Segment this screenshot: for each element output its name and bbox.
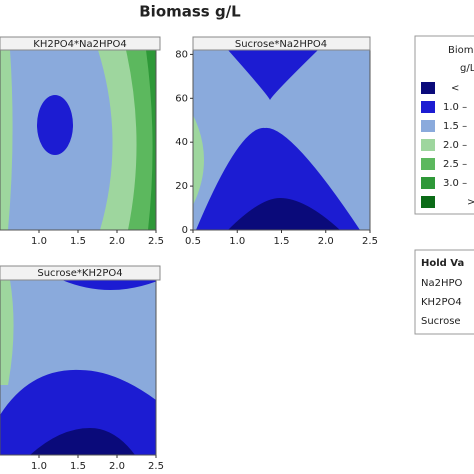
x-tick-label: 0.5 (185, 236, 201, 247)
chart-title: Biomass g/L (139, 3, 241, 21)
x-tick-label: 2.5 (148, 461, 164, 472)
y-tick-label: 0 (182, 225, 188, 236)
legend-label: > (467, 197, 474, 208)
hold-row: Sucrose (421, 316, 461, 327)
panel-title-box (192, 36, 371, 51)
panel-title: Sucrose*Na2HPO4 (235, 39, 327, 50)
legend-label: 3.0 – (443, 178, 467, 189)
panel-title: KH2PO4*Na2HPO4 (33, 39, 126, 50)
x-tick-label: 1.5 (274, 236, 290, 247)
x-tick-label: 2.0 (109, 236, 125, 247)
contour-panel (0, 280, 156, 455)
contour-region (146, 50, 156, 230)
panel-title-box (0, 36, 161, 51)
legend-label: < (451, 83, 459, 94)
contour-region (30, 428, 135, 455)
hold-row: Na2HPO (421, 278, 463, 289)
x-tick-label: 1.0 (31, 236, 47, 247)
contour-region (228, 50, 318, 100)
contour-region (193, 115, 204, 205)
legend-title: Biom (448, 45, 474, 56)
hold-row: KH2PO4 (421, 297, 462, 308)
panel-title: Sucrose*KH2PO4 (37, 268, 122, 279)
contour-panel (193, 50, 370, 230)
legend-swatch (421, 196, 435, 208)
legend-subtitle: g/L (460, 63, 474, 74)
x-tick-label: 1.0 (31, 461, 47, 472)
x-tick-label: 1.0 (229, 236, 245, 247)
contour-region (37, 95, 73, 155)
contour-region (126, 50, 156, 230)
legend-swatch (421, 158, 435, 170)
legend-label: 1.5 – (443, 121, 467, 132)
legend-swatch (421, 120, 435, 132)
hold-title: Hold Va (421, 258, 464, 269)
contour-region (0, 369, 156, 455)
contour-region (228, 198, 340, 230)
contour-region (0, 280, 14, 385)
x-tick-label: 1.5 (70, 461, 86, 472)
contour-region (196, 127, 360, 230)
legend-swatch (421, 139, 435, 151)
x-tick-label: 1.5 (70, 236, 86, 247)
legend-label: 2.0 – (443, 140, 467, 151)
hold-box (414, 249, 474, 335)
panel-title-box (0, 265, 161, 281)
legend-label: 2.5 – (443, 159, 467, 170)
contour-panel (0, 50, 156, 230)
legend-swatch (421, 177, 435, 189)
y-tick-label: 80 (175, 49, 188, 60)
x-tick-label: 2.5 (362, 236, 378, 247)
y-tick-label: 60 (175, 93, 188, 104)
x-tick-label: 2.0 (109, 461, 125, 472)
y-tick-label: 20 (175, 181, 188, 192)
x-tick-label: 2.5 (148, 236, 164, 247)
x-tick-label: 2.0 (318, 236, 334, 247)
contour-region (62, 280, 156, 290)
legend-label: 1.0 – (443, 102, 467, 113)
y-tick-label: 40 (175, 137, 188, 148)
contour-region (0, 50, 13, 230)
legend-swatch (421, 101, 435, 113)
legend-swatch (421, 82, 435, 94)
